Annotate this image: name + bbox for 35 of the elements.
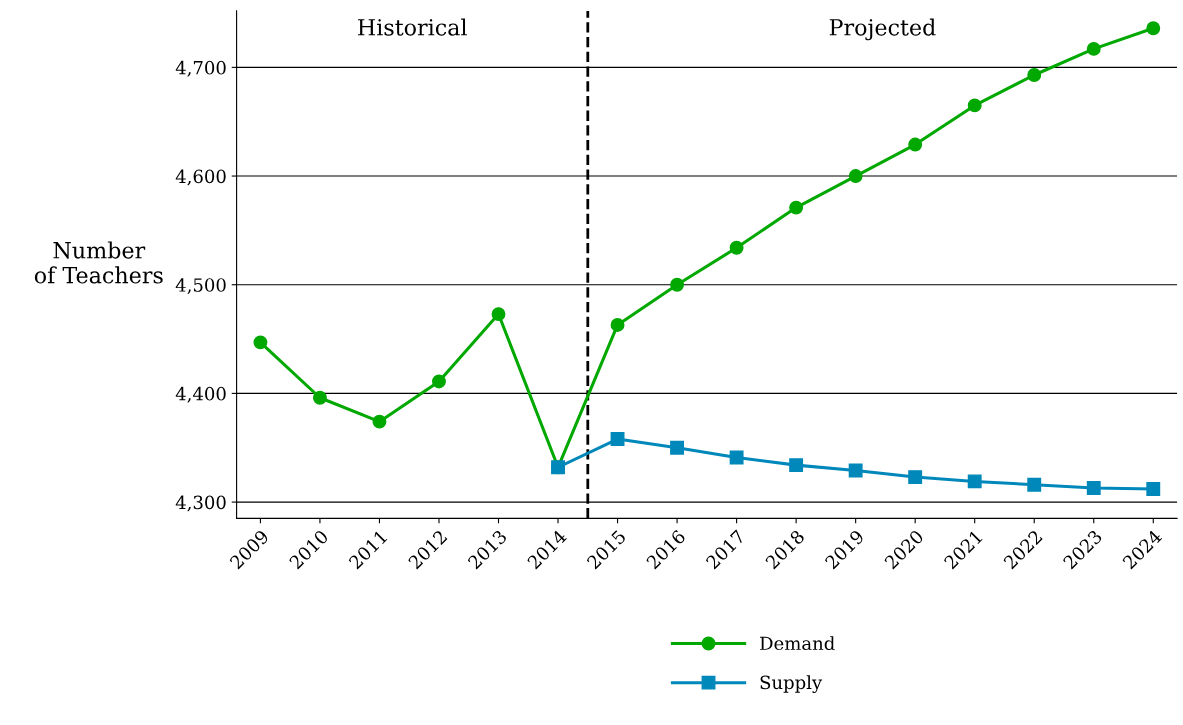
point [610, 432, 625, 446]
point [848, 463, 863, 478]
point [1146, 21, 1161, 36]
point [1086, 41, 1101, 56]
y-tick-label: 4,500 [175, 278, 226, 295]
annotation: Projected [829, 18, 936, 41]
legend-label: Supply [760, 675, 823, 693]
point [1027, 68, 1042, 82]
y-tick-label: 4,600 [175, 169, 226, 186]
point [670, 277, 685, 292]
annotation: Historical [358, 18, 467, 36]
point [491, 307, 506, 322]
point [432, 374, 446, 389]
y-tick-label: 4,700 [175, 60, 226, 77]
point [908, 470, 923, 485]
point [372, 414, 387, 429]
point [729, 450, 744, 465]
y-tick-label: 4,400 [175, 386, 226, 403]
y-axis-title: Number of Teachers [34, 241, 163, 284]
point [253, 335, 268, 350]
point [848, 169, 863, 184]
point [312, 390, 327, 405]
y-tick-label: 4,300 [175, 495, 226, 512]
point [967, 474, 982, 489]
point [967, 98, 982, 113]
point [789, 458, 804, 473]
point [1086, 481, 1101, 495]
point [670, 440, 685, 455]
legend-label: Demand [760, 636, 835, 651]
point [908, 137, 923, 152]
point [789, 200, 804, 215]
point [729, 240, 744, 255]
point [1027, 477, 1042, 492]
point [610, 317, 625, 332]
point [1146, 482, 1161, 496]
